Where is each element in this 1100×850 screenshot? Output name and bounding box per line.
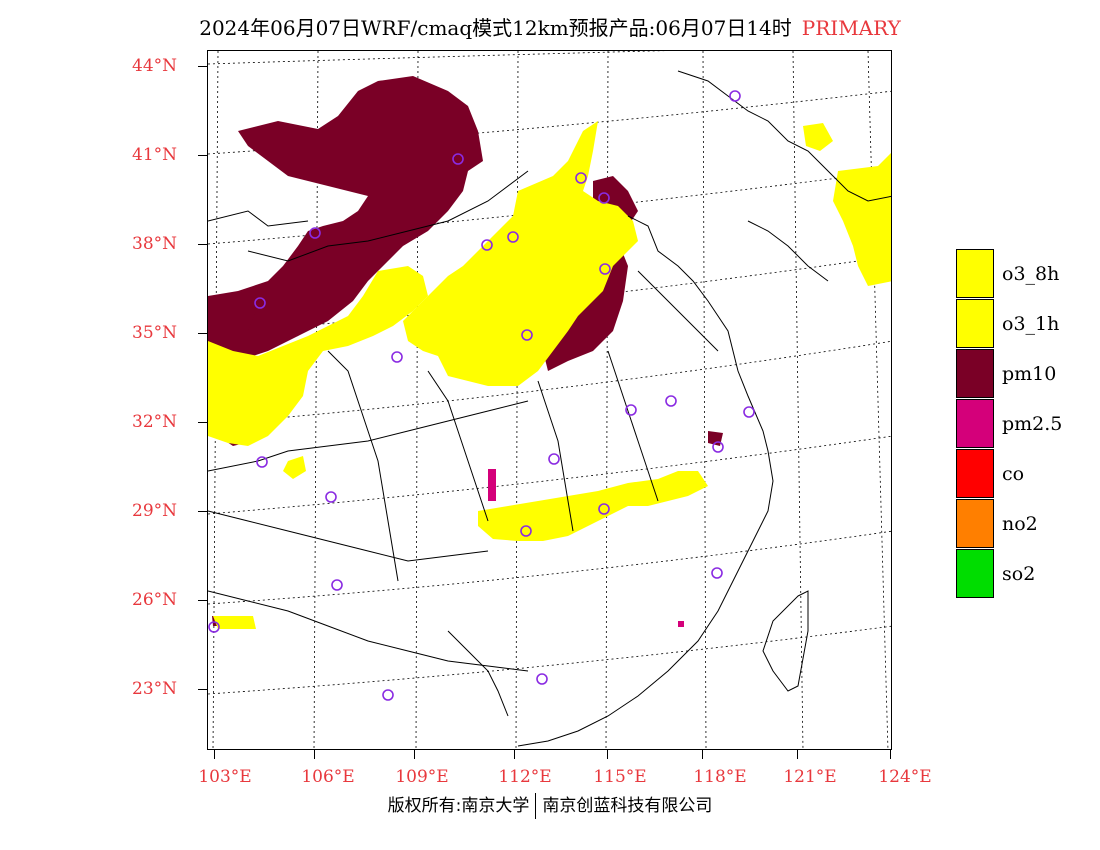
lon-label-109: 109°E bbox=[395, 767, 449, 787]
lat-tick bbox=[198, 422, 207, 423]
lon-tick bbox=[414, 750, 415, 759]
lon-label-118: 118°E bbox=[693, 767, 747, 787]
legend-item-o3-8h: o3_8h bbox=[956, 249, 1096, 299]
lon-tick bbox=[214, 750, 215, 759]
legend-label: pm10 bbox=[1002, 363, 1057, 385]
copyright-footer: 版权所有:南京大学 南京创蓝科技有限公司 bbox=[0, 791, 1100, 819]
legend-item-so2: so2 bbox=[956, 549, 1096, 599]
lat-tick bbox=[198, 333, 207, 334]
copyright-right: 南京创蓝科技有限公司 bbox=[542, 796, 713, 816]
legend: o3_8h o3_1h pm10 pm2.5 co no2 so2 bbox=[956, 249, 1096, 599]
footer-separator bbox=[535, 793, 537, 819]
lon-tick bbox=[702, 750, 703, 759]
legend-item-co: co bbox=[956, 449, 1096, 499]
lat-label-35: 35°N bbox=[132, 323, 178, 343]
lat-label-26: 26°N bbox=[132, 590, 178, 610]
lat-tick bbox=[198, 600, 207, 601]
lat-tick bbox=[198, 155, 207, 156]
legend-label: pm2.5 bbox=[1002, 413, 1063, 435]
lat-label-32: 32°N bbox=[132, 412, 178, 432]
lat-tick bbox=[198, 511, 207, 512]
lat-label-38: 38°N bbox=[132, 234, 178, 254]
legend-label: no2 bbox=[1002, 513, 1038, 535]
legend-label: o3_1h bbox=[1002, 313, 1060, 335]
station-markers bbox=[208, 90, 755, 701]
map-title: 2024年06月07日WRF/cmaq模式12km预报产品:06月07日14时 P… bbox=[0, 12, 1100, 41]
legend-item-pm25: pm2.5 bbox=[956, 399, 1096, 449]
lon-tick bbox=[514, 750, 515, 759]
lon-label-103: 103°E bbox=[198, 767, 252, 787]
lon-label-115: 115°E bbox=[593, 767, 647, 787]
legend-swatch bbox=[956, 499, 994, 548]
lon-label-106: 106°E bbox=[301, 767, 355, 787]
map-canvas bbox=[208, 51, 891, 749]
lon-tick bbox=[797, 750, 798, 759]
legend-swatch bbox=[956, 249, 994, 298]
lat-label-23: 23°N bbox=[132, 679, 178, 699]
legend-item-no2: no2 bbox=[956, 499, 1096, 549]
o3-regions bbox=[208, 121, 891, 629]
pm25-regions bbox=[488, 469, 684, 627]
legend-label: co bbox=[1002, 463, 1025, 485]
lat-label-29: 29°N bbox=[132, 501, 178, 521]
lat-tick bbox=[198, 689, 207, 690]
legend-swatch bbox=[956, 349, 994, 398]
legend-swatch bbox=[956, 549, 994, 598]
lat-label-41: 41°N bbox=[132, 145, 178, 165]
legend-item-pm10: pm10 bbox=[956, 349, 1096, 399]
legend-swatch bbox=[956, 449, 994, 498]
legend-swatch bbox=[956, 399, 994, 448]
title-tag: PRIMARY bbox=[801, 16, 901, 40]
lon-tick bbox=[314, 750, 315, 759]
legend-label: so2 bbox=[1002, 563, 1036, 585]
title-main: 2024年06月07日WRF/cmaq模式12km预报产品:06月07日14时 bbox=[199, 16, 792, 40]
legend-swatch bbox=[956, 299, 994, 348]
lat-tick bbox=[198, 244, 207, 245]
lon-label-121: 121°E bbox=[783, 767, 837, 787]
lat-tick bbox=[198, 66, 207, 67]
lon-label-112: 112°E bbox=[498, 767, 552, 787]
legend-item-o3-1h: o3_1h bbox=[956, 299, 1096, 349]
legend-label: o3_8h bbox=[1002, 263, 1060, 285]
lon-label-124: 124°E bbox=[878, 767, 932, 787]
boundaries bbox=[208, 70, 891, 747]
lon-tick bbox=[607, 750, 608, 759]
copyright-left: 版权所有:南京大学 bbox=[387, 796, 530, 816]
lon-tick bbox=[890, 750, 891, 759]
map-area[interactable] bbox=[207, 50, 892, 750]
lat-label-44: 44°N bbox=[132, 56, 178, 76]
